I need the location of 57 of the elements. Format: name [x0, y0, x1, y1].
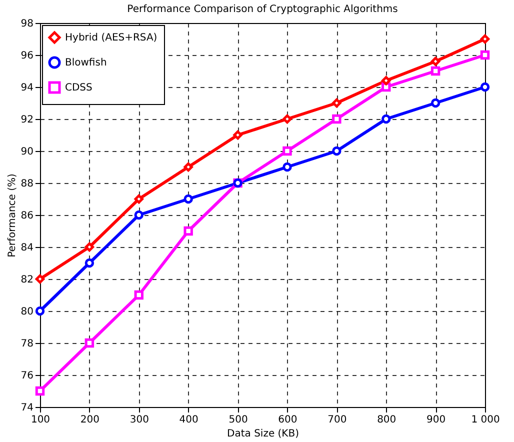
y-tick-label: 74 — [20, 402, 34, 414]
point — [382, 82, 391, 92]
point — [134, 210, 144, 220]
point — [382, 114, 391, 124]
x-tick-label: 700 — [328, 414, 347, 426]
point — [184, 194, 193, 204]
x-tick-label: 400 — [179, 414, 198, 426]
point — [35, 306, 45, 316]
y-axis-title: Performance (%) — [6, 173, 18, 258]
x-tick-label: 1 000 — [471, 414, 500, 426]
x-tick-label: 100 — [30, 414, 50, 426]
point — [332, 146, 342, 156]
chart-title: Performance Comparison of Cryptographic Algorithms — [127, 4, 398, 15]
point — [184, 226, 193, 236]
point — [480, 50, 490, 60]
x-axis-title: Data Size (KB) — [227, 428, 300, 440]
point — [84, 338, 94, 348]
x-tick-label: 300 — [130, 414, 149, 426]
point — [430, 66, 440, 76]
legend-label: Hybrid (AES+RSA) — [65, 32, 158, 44]
y-tick-label: 76 — [20, 370, 34, 382]
y-tick-label: 94 — [20, 82, 34, 94]
y-tick-label: 78 — [20, 338, 34, 350]
point — [480, 34, 490, 44]
point — [184, 162, 193, 172]
point — [84, 242, 94, 252]
y-tick-label: 84 — [20, 242, 34, 254]
point — [134, 194, 144, 204]
point — [282, 114, 292, 124]
point — [332, 98, 342, 108]
x-tick-label: 600 — [278, 414, 298, 426]
y-tick-label: 88 — [20, 178, 34, 190]
point — [430, 98, 440, 108]
x-tick-label: 500 — [228, 414, 248, 426]
legend-label: Blowfish — [65, 58, 107, 68]
x-tick-label: 200 — [80, 414, 100, 426]
point — [430, 56, 440, 66]
y-tick-label: 92 — [20, 114, 34, 126]
x-tick-label: 800 — [377, 414, 396, 426]
point — [134, 290, 144, 300]
legend-label: CDSS — [65, 82, 92, 94]
point — [233, 130, 242, 140]
point — [480, 82, 490, 92]
point — [35, 386, 45, 396]
y-tick-label: 86 — [20, 210, 34, 222]
point — [282, 162, 292, 172]
y-tick-label: 96 — [20, 50, 34, 62]
point — [35, 274, 45, 284]
y-tick-label: 90 — [20, 146, 34, 158]
point — [332, 114, 342, 124]
y-tick-label: 82 — [20, 274, 34, 286]
point — [282, 146, 292, 156]
y-tick-label: 80 — [20, 306, 34, 318]
point — [84, 258, 94, 268]
y-tick-label: 98 — [20, 18, 34, 30]
point — [382, 76, 391, 86]
x-tick-label: 900 — [426, 414, 446, 426]
